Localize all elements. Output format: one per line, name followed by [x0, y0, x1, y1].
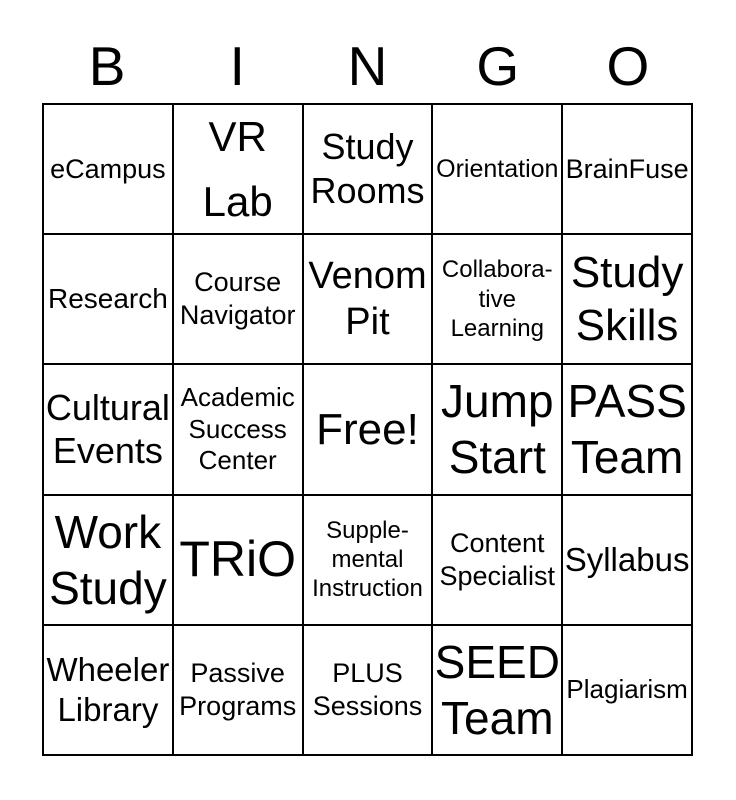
bingo-board: eCampus VR Lab Study Rooms Orientation B… [42, 103, 693, 756]
bingo-title: B I N G O [42, 37, 693, 95]
title-letter-i: I [229, 35, 245, 97]
bingo-cell-venom-pit[interactable]: Venom Pit [303, 235, 434, 366]
bingo-cell-research[interactable]: Research [44, 235, 174, 366]
title-letter-g: G [476, 35, 520, 97]
bingo-cell-cultural-events[interactable]: Cultural Events [44, 365, 174, 496]
title-letter-n: N [347, 35, 388, 97]
bingo-cell-plagiarism[interactable]: Plagiarism [563, 625, 693, 756]
title-letter-o: O [606, 35, 650, 97]
bingo-cell-plus-sessions[interactable]: PLUS Sessions [303, 625, 434, 756]
bingo-cell-syllabus[interactable]: Syllabus [563, 495, 693, 626]
bingo-cell-ecampus[interactable]: eCampus [44, 105, 174, 236]
bingo-cell-passive-programs[interactable]: Passive Programs [173, 625, 304, 756]
bingo-cell-study-skills[interactable]: Study Skills [563, 235, 693, 366]
bingo-cell-collaborative-learning[interactable]: Collabora- tive Learning [433, 235, 564, 366]
title-letter-b: B [88, 35, 126, 97]
bingo-cell-content-specialist[interactable]: Content Specialist [433, 495, 564, 626]
bingo-cell-study-rooms[interactable]: Study Rooms [303, 105, 434, 236]
bingo-cell-wheeler-library[interactable]: Wheeler Library [44, 625, 174, 756]
bingo-cell-brainfuse[interactable]: BrainFuse [563, 105, 693, 236]
bingo-cell-orientation[interactable]: Orientation [433, 105, 564, 236]
bingo-cell-free-space[interactable]: Free! [303, 365, 434, 496]
bingo-cell-course-navigator[interactable]: Course Navigator [173, 235, 304, 366]
bingo-cell-trio[interactable]: TRiO [173, 495, 304, 626]
bingo-cell-jump-start[interactable]: Jump Start [433, 365, 564, 496]
bingo-cell-work-study[interactable]: Work Study [44, 495, 174, 626]
bingo-cell-supplemental-instruction[interactable]: Supple- mental Instruction [303, 495, 434, 626]
bingo-cell-seed-team[interactable]: SEED Team [433, 625, 564, 756]
bingo-cell-pass-team[interactable]: PASS Team [563, 365, 693, 496]
bingo-cell-academic-success-center[interactable]: Academic Success Center [173, 365, 304, 496]
bingo-cell-vr-lab[interactable]: VR Lab [173, 105, 304, 236]
